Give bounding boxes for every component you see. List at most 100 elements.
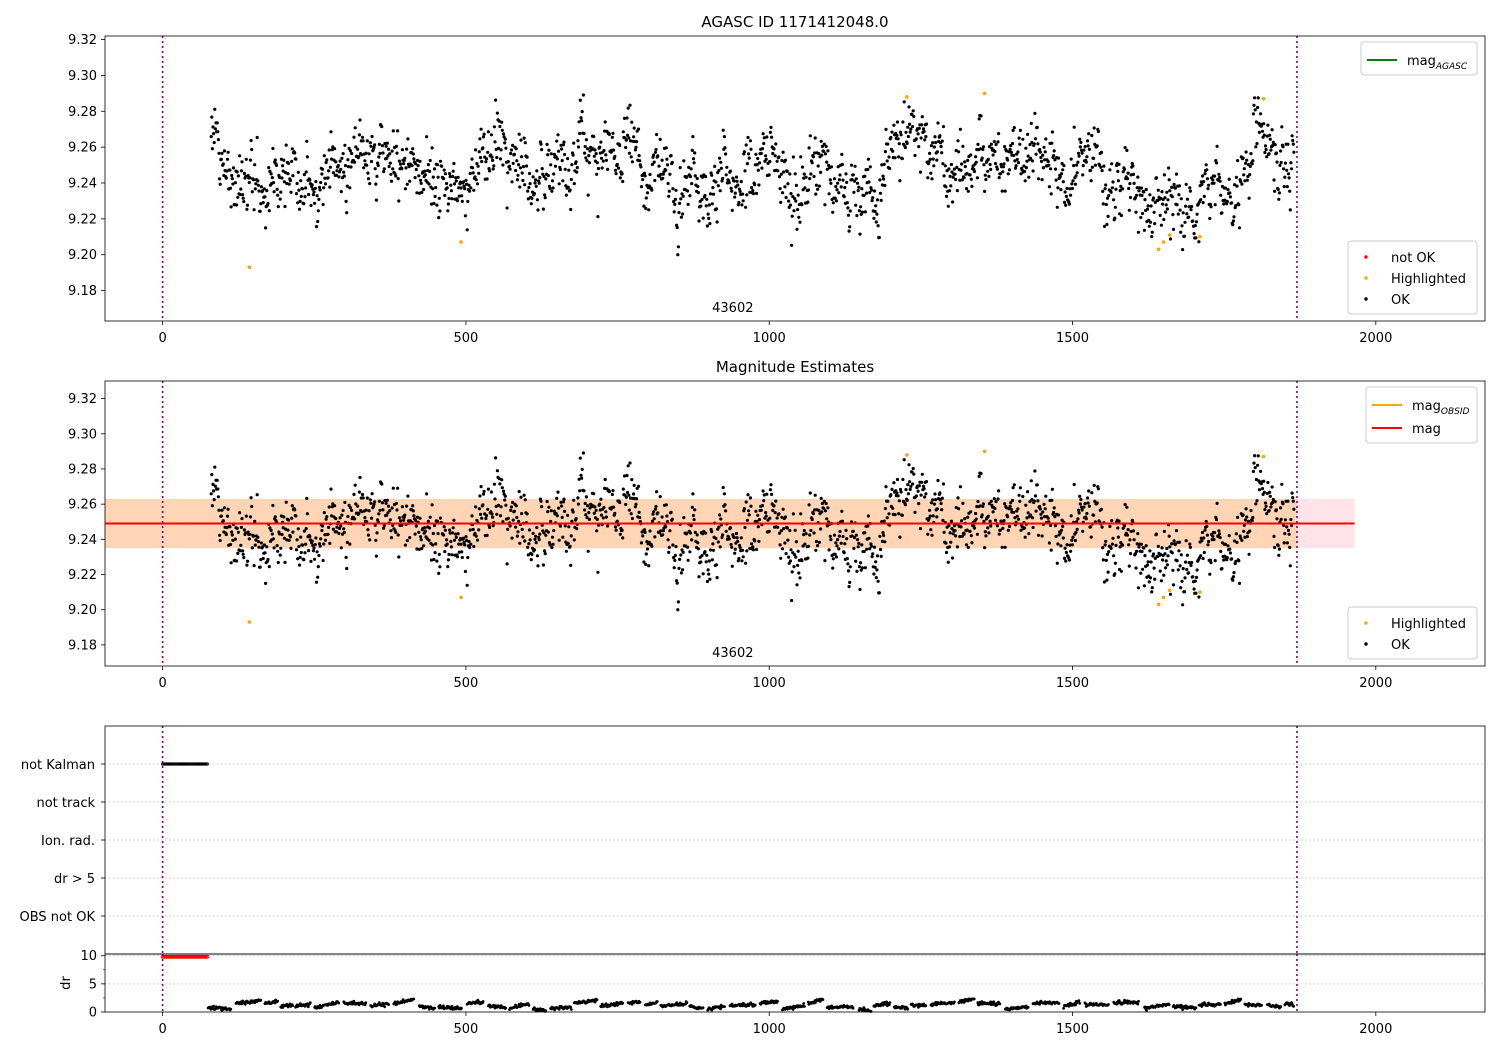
ok-point [854,559,858,563]
ok-point [299,194,303,198]
ok-point [309,559,313,564]
ok-point [1039,516,1044,520]
ok-point [824,144,828,148]
ok-point [508,167,512,171]
ok-point [1023,179,1027,183]
ok-point [465,583,469,587]
ok-point [498,124,502,129]
ok-point [960,178,964,182]
ok-point [624,502,628,507]
ok-point [616,166,621,170]
ok-point [396,533,400,537]
ok-point [865,547,869,551]
ok-point [797,215,801,219]
ok-point [437,216,441,220]
ok-point [1185,197,1189,201]
ok-point [1288,545,1292,550]
ok-point [1118,189,1122,193]
y-tick-label: 9.24 [68,176,97,191]
ok-point [316,575,320,579]
ok-point [491,158,495,162]
ok-point [515,178,520,182]
dr-point [992,1000,996,1004]
ok-point [962,176,966,180]
ok-point [679,553,683,557]
dr-point [1078,1001,1081,1005]
ok-point [384,501,388,505]
ok-point [1090,491,1094,495]
ok-point [909,127,913,131]
ok-point [992,140,996,144]
ok-point [583,501,587,506]
ok-point [1013,166,1018,170]
ok-point [723,146,727,150]
ok-point [391,129,395,133]
ok-point [222,506,227,510]
ok-point [527,185,531,190]
ok-point [540,148,544,152]
ok-point [808,134,812,138]
ok-point [928,157,932,161]
ok-point [673,553,678,558]
ok-point [779,529,783,533]
ok-point [216,495,220,499]
ok-point [285,538,289,542]
ok-point [1277,191,1281,195]
ok-point [811,155,816,159]
ok-point [685,531,689,535]
ok-point [249,138,253,143]
ok-point [1260,487,1265,491]
ok-point [686,558,690,562]
ok-point [369,516,374,520]
ok-point [628,103,632,107]
ok-point [1123,503,1127,507]
ok-point [377,142,381,146]
ok-point [653,507,658,511]
ok-point [287,161,291,165]
ok-point [1217,172,1221,176]
ok-point [555,496,559,500]
ok-point [1010,141,1015,146]
ok-point [870,555,874,559]
x-tick-label: 0 [158,676,166,691]
ok-point [808,533,812,537]
ok-point [707,559,711,563]
ok-point [610,492,615,497]
ok-point [1029,479,1033,483]
ok-point [1225,556,1229,560]
ok-point [955,189,960,193]
ok-point [789,192,793,196]
ok-point [515,159,519,163]
ok-point [654,504,658,509]
ok-point [860,543,864,547]
ok-point [539,499,543,503]
ok-point [705,553,709,557]
ok-point [497,146,501,150]
ok-point [250,546,254,550]
ok-point [737,200,741,205]
ok-point [976,499,980,504]
ok-point [1023,169,1027,173]
ok-point [936,121,940,125]
ok-point [845,557,849,561]
ok-point [481,146,485,150]
ok-point [1183,220,1187,224]
ok-point [413,532,417,536]
ok-point [296,527,300,531]
ok-point [871,196,875,200]
ok-point [1069,549,1073,553]
ok-point [895,120,900,124]
ok-point [1184,204,1188,208]
ok-point [626,133,630,137]
ok-point [794,199,798,203]
ok-point [298,555,302,560]
ok-point [235,559,239,563]
ok-point [293,151,297,155]
ok-point [768,159,772,164]
ok-point [707,572,711,576]
ok-point [1260,129,1265,133]
ok-point [833,196,837,200]
ok-point [911,125,915,129]
ok-point [432,167,437,171]
ok-point [315,194,319,198]
